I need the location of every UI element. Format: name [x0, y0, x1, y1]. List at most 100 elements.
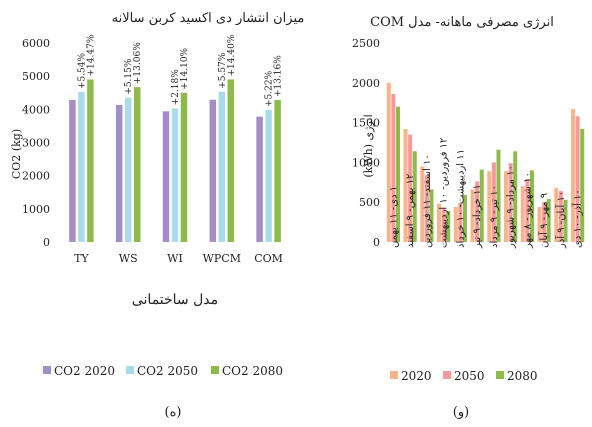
energy-bar-2020	[520, 186, 525, 242]
energy-bar-2050	[491, 162, 496, 242]
energy-chart-category-labels: ۱ دی- ۱۱ بهمن ۱۲ بهمن- ۹ اسفند ۱۰ اسفند- ۱…	[388, 138, 583, 249]
energy-bar-2080	[429, 189, 434, 242]
energy-category-label: ۱ دی- ۱۱ بهمن	[388, 186, 399, 248]
co2-percent-label-2080: +13.06%	[133, 42, 143, 84]
co2-percent-label-2080: +13.16%	[274, 55, 284, 97]
co2-bar-com-co2-2080	[274, 100, 281, 243]
co2-legend-swatch	[43, 366, 51, 374]
energy-category-label: ۱۰ تیر- ۹ مرداد	[489, 185, 500, 248]
co2-category-label: WS	[119, 252, 138, 265]
co2-emission-chart: میزان انتشار دی اکسید کربن سالانه CO2 (k…	[10, 11, 304, 420]
energy-category-label: ۱۱ خرداد- ۹ تیر	[472, 184, 483, 249]
co2-percent-label-2050: +5.15%	[124, 58, 134, 95]
energy-chart-bars	[386, 82, 585, 243]
energy-bar-2080	[395, 106, 400, 243]
energy-bar-2080	[479, 169, 484, 242]
energy-bar-2080	[563, 199, 568, 242]
co2-y-tick-label: 4000	[22, 103, 50, 116]
co2-legend-swatch	[126, 366, 134, 374]
energy-bar-2080	[580, 128, 585, 242]
energy-legend-label: 2080	[507, 369, 538, 383]
co2-bar-wi-co2-2020	[162, 111, 170, 242]
co2-chart-category-labels: TY WS WI WPCM COM	[74, 252, 283, 265]
energy-category-label: ۱۰ آذر- ۱۰ دی	[571, 189, 584, 248]
energy-legend-swatch	[443, 371, 451, 379]
energy-bar-2050	[542, 202, 547, 242]
co2-percent-label-2080: +14.40%	[227, 34, 237, 76]
co2-bar-com-co2-2020	[256, 116, 263, 242]
monthly-energy-chart: انرژی مصرفی ماهانه- مدل COM انرژی (kWh) …	[352, 15, 585, 420]
co2-bar-ty-co2-2020	[69, 100, 76, 243]
energy-category-label: ۱۰ مرداد- ۹ شهریور	[506, 165, 517, 249]
energy-bar-2020	[470, 189, 475, 242]
energy-bar-2020	[571, 109, 576, 243]
energy-bar-2050	[508, 163, 513, 242]
energy-bar-2050	[391, 93, 396, 242]
co2-category-label: COM	[254, 252, 283, 265]
energy-y-tick-label: 1000	[352, 156, 380, 169]
energy-bar-2020	[420, 166, 425, 242]
energy-bar-2050	[575, 116, 580, 242]
energy-bar-2080	[462, 195, 467, 242]
co2-y-tick-label: 6000	[22, 37, 50, 50]
co2-y-tick-label: 0	[43, 236, 50, 249]
co2-y-tick-label: 5000	[22, 70, 50, 83]
co2-bar-ty-co2-2080	[87, 79, 94, 242]
co2-bar-ty-co2-2050	[78, 92, 85, 242]
co2-bar-com-co2-2050	[265, 109, 272, 242]
co2-bar-ws-co2-2050	[124, 97, 132, 242]
co2-category-label: TY	[74, 252, 89, 265]
energy-y-tick-label: 500	[359, 196, 380, 209]
energy-bar-2020	[554, 187, 559, 242]
energy-category-label: ۱۰ اسفند- ۱۱ فروردین	[422, 154, 433, 248]
energy-bar-2080	[529, 170, 534, 242]
energy-y-tick-label: 2000	[352, 77, 380, 90]
energy-bar-2050	[558, 191, 563, 242]
energy-legend-label: 2050	[454, 369, 485, 383]
energy-chart-y-ticks: 0 500 1000 1500 2000 2500	[352, 37, 380, 249]
energy-bar-2020	[403, 128, 408, 242]
energy-bar-2050	[408, 134, 413, 242]
co2-chart-y-ticks: 0 1000 2000 3000 4000 5000 6000	[22, 37, 50, 249]
co2-bar-ws-co2-2020	[115, 105, 123, 242]
energy-bar-2050	[525, 179, 530, 242]
energy-bar-2080	[546, 199, 551, 242]
energy-bar-2020	[386, 82, 391, 242]
co2-legend-label: CO2 2050	[137, 364, 198, 378]
co2-y-tick-label: 3000	[22, 137, 50, 150]
energy-bar-2020	[437, 203, 442, 242]
co2-chart-y-axis-label: CO2 (kg)	[10, 129, 23, 179]
co2-y-tick-label: 2000	[22, 170, 50, 183]
energy-bar-2020	[504, 171, 509, 242]
energy-category-label: ۱۰ شهریور- ۸ مهر	[522, 172, 533, 249]
energy-category-label: ۱۲ بهمن- ۹ اسفند	[405, 174, 416, 248]
energy-category-label: ۱۰ آبان- ۹ آذر	[554, 191, 567, 249]
energy-chart-y-axis-label: انرژی (kWh)	[362, 114, 375, 177]
co2-chart-title: میزان انتشار دی اکسید کربن سالانه	[112, 11, 305, 26]
energy-legend-swatch	[496, 371, 504, 379]
energy-bar-2020	[487, 171, 492, 242]
energy-bar-2020	[453, 206, 458, 242]
co2-bar-wi-co2-2080	[180, 92, 188, 242]
energy-category-label: ۱۲ فروردین- ۱۰ اردیبهشت	[439, 138, 450, 248]
co2-percent-label-2050: +2.18%	[171, 69, 181, 106]
energy-bar-2050	[475, 181, 480, 242]
co2-percent-label-2080: +14.47%	[86, 34, 96, 76]
co2-legend-label: CO2 2080	[222, 364, 283, 378]
co2-chart-legend: CO2 2020 CO2 2050 CO2 2080	[43, 364, 283, 378]
energy-bar-2080	[496, 149, 501, 242]
co2-bar-ws-co2-2080	[133, 87, 141, 242]
co2-chart-percent-labels: +5.54% +14.47% +5.15% +13.06% +2.18% +14.10% +…	[77, 34, 283, 107]
energy-category-label: ۱۱ اردیبهشت- ۱۰ خرداد	[455, 149, 466, 248]
energy-bar-2020	[537, 206, 542, 242]
energy-y-tick-label: 1500	[352, 117, 380, 130]
co2-bar-wpcm-co2-2020	[209, 99, 217, 242]
energy-chart-legend: 2020 2050 2080	[390, 369, 538, 383]
energy-bar-2080	[412, 151, 417, 242]
co2-chart-panel-label: (ه)	[165, 405, 182, 420]
co2-chart-bars	[69, 79, 281, 243]
co2-percent-label-2050: +5.54%	[77, 53, 87, 90]
energy-bar-2050	[458, 202, 463, 242]
energy-chart-title: انرژی مصرفی ماهانه- مدل COM	[370, 15, 554, 30]
